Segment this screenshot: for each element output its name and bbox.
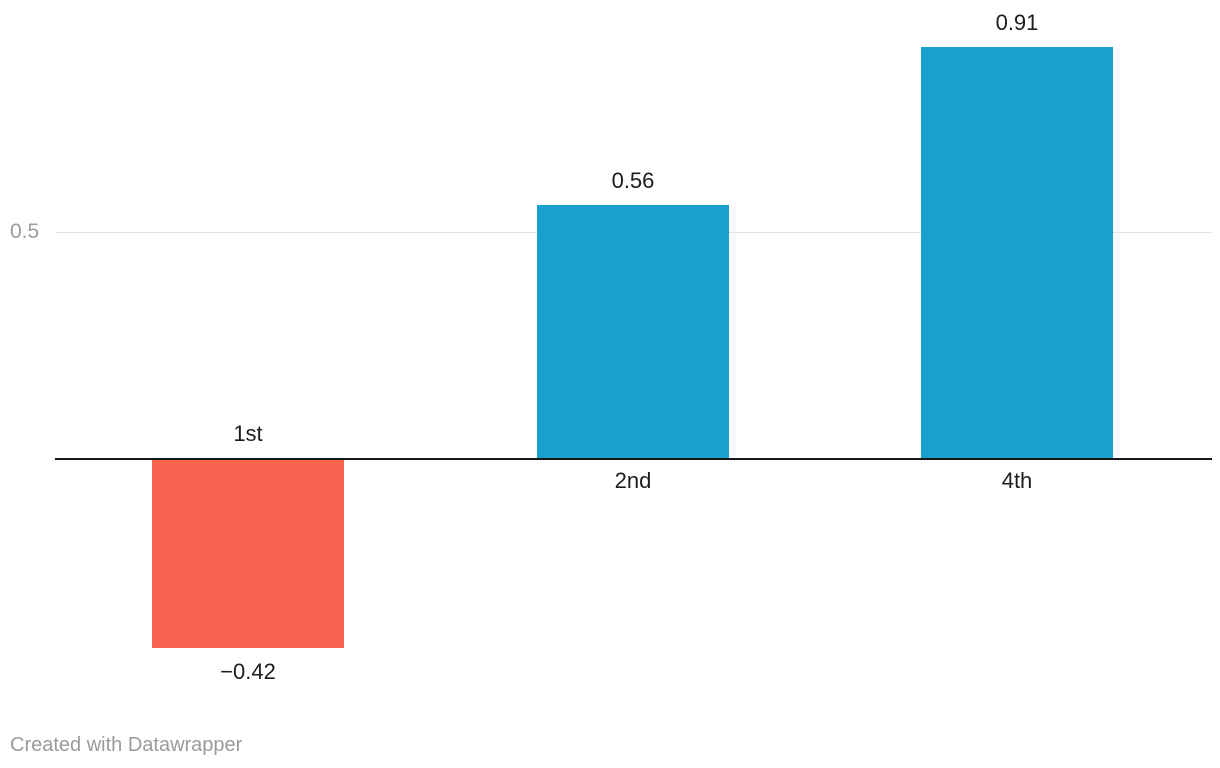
category-label: 4th	[1001, 468, 1033, 493]
category-label: 2nd	[614, 468, 652, 493]
x-axis-baseline	[55, 458, 1212, 460]
value-label: −0.42	[220, 659, 276, 684]
value-label: 0.91	[995, 10, 1039, 35]
bar-1st[interactable]	[152, 460, 344, 648]
category-label: 1st	[233, 421, 263, 446]
bar-2nd[interactable]	[537, 205, 729, 458]
y-axis-tick-label: 0.5	[10, 220, 40, 243]
bar-4th[interactable]	[921, 47, 1113, 458]
value-label: 0.56	[611, 168, 655, 193]
datawrapper-attribution-link[interactable]: Created with Datawrapper	[10, 734, 243, 756]
